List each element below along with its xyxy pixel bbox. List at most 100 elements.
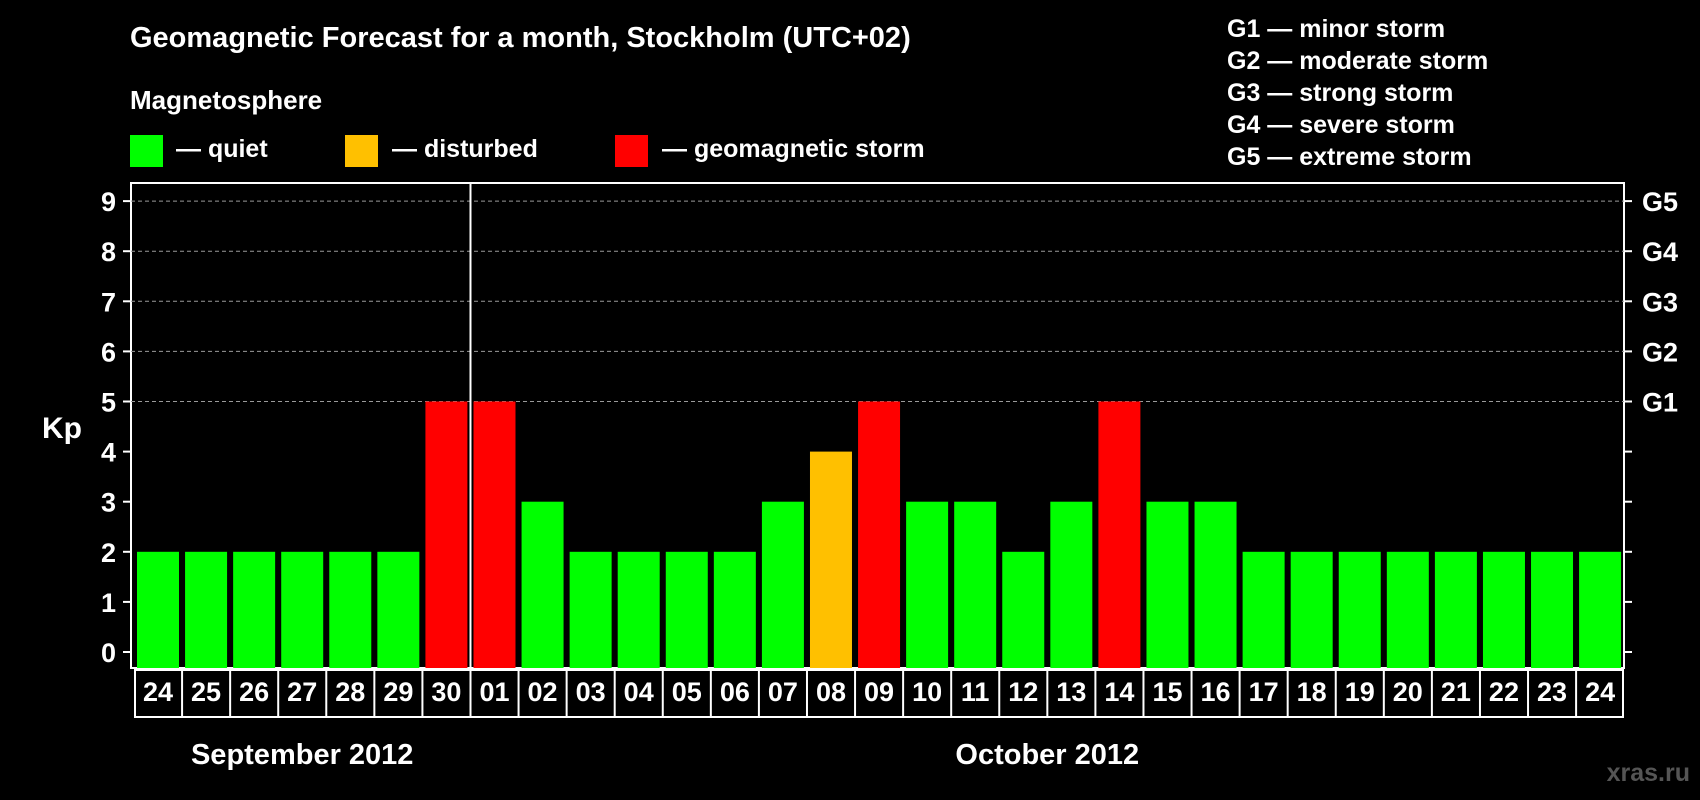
date-label: 12 — [1008, 677, 1038, 707]
watermark: xras.ru — [1607, 759, 1690, 787]
y-axis-label: Kp — [42, 412, 82, 445]
bar-07 — [761, 501, 804, 668]
date-label: 21 — [1441, 677, 1471, 707]
bar-29 — [377, 551, 420, 668]
bar-19 — [1338, 551, 1381, 668]
date-axis-frame — [134, 669, 1624, 718]
bar-21 — [1434, 551, 1477, 668]
month-labels: September 2012 October 2012 — [191, 739, 1139, 771]
y-tick-label: 0 — [101, 638, 116, 668]
y-tick-label: 4 — [101, 438, 116, 468]
storm-level-label: G5 — [1642, 187, 1678, 217]
month-label: September 2012 — [191, 739, 413, 771]
legend-label-disturbed: — disturbed — [392, 135, 538, 163]
y-tick-label: 7 — [101, 287, 116, 317]
date-label: 28 — [335, 677, 365, 707]
date-label: 27 — [287, 677, 317, 707]
y-axis-ticks: 0 1 2 3 4 5 6 7 8 9 — [101, 187, 1632, 668]
date-axis: 24 25 26 27 28 29 30 01 02 03 04 05 06 07 08 09 10 11 12 13… — [134, 669, 1624, 718]
bar-25 — [185, 551, 228, 668]
y-tick-label: 6 — [101, 337, 116, 367]
storm-scale-g4: G4 — severe storm — [1227, 111, 1455, 139]
bar-22 — [1482, 551, 1525, 668]
date-label: 26 — [239, 677, 269, 707]
date-label: 15 — [1152, 677, 1182, 707]
date-label: 02 — [528, 677, 558, 707]
date-label: 01 — [479, 677, 509, 707]
storm-scale-g1: G1 — minor storm — [1227, 15, 1445, 43]
date-label: 08 — [816, 677, 846, 707]
date-label: 24 — [143, 677, 173, 707]
y-tick-label: 8 — [101, 237, 116, 267]
date-label: 05 — [672, 677, 702, 707]
bar-17 — [1242, 551, 1285, 668]
bar-28 — [329, 551, 372, 668]
storm-level-ticks: G1 G2 G3 G4 G5 — [1642, 187, 1678, 417]
bar-04 — [617, 551, 660, 668]
date-label: 20 — [1393, 677, 1423, 707]
y-tick-label: 9 — [101, 187, 116, 217]
date-label: 22 — [1489, 677, 1519, 707]
date-label: 11 — [961, 677, 990, 707]
bar-06 — [713, 551, 756, 668]
date-label: 07 — [768, 677, 798, 707]
chart-title: Geomagnetic Forecast for a month, Stockh… — [130, 22, 911, 54]
date-label: 03 — [576, 677, 606, 707]
bars — [137, 183, 1622, 668]
date-label: 23 — [1537, 677, 1567, 707]
date-label: 10 — [912, 677, 942, 707]
storm-scale-g3: G3 — strong storm — [1227, 79, 1453, 107]
storm-level-label: G4 — [1642, 237, 1678, 267]
legend-label-quiet: — quiet — [176, 135, 268, 163]
storm-scale-legend: G1 — minor storm G2 — moderate storm G3 … — [1227, 15, 1488, 171]
y-tick-label: 5 — [101, 388, 116, 418]
month-label: October 2012 — [955, 739, 1139, 771]
bar-02 — [521, 501, 564, 668]
date-label: 06 — [720, 677, 750, 707]
bar-08 — [809, 451, 852, 668]
y-tick-label: 2 — [101, 538, 116, 568]
legend-swatch-storm — [615, 135, 648, 167]
magnetosphere-legend: — quiet — disturbed — geomagnetic storm — [130, 135, 925, 167]
bar-20 — [1386, 551, 1429, 668]
date-label: 09 — [864, 677, 894, 707]
bar-27 — [281, 551, 324, 668]
gridlines — [131, 200, 1624, 402]
bar-05 — [665, 551, 708, 668]
bar-16 — [1194, 501, 1237, 668]
date-label: 19 — [1345, 677, 1375, 707]
date-label: 14 — [1104, 677, 1134, 707]
bar-10 — [906, 501, 949, 668]
bar-23 — [1531, 551, 1574, 668]
legend-label-storm: — geomagnetic storm — [662, 135, 925, 163]
date-label: 24 — [1585, 677, 1615, 707]
date-label: 30 — [431, 677, 461, 707]
date-label: 13 — [1056, 677, 1086, 707]
date-label: 17 — [1249, 677, 1279, 707]
storm-level-label: G1 — [1642, 388, 1678, 418]
bar-01 — [473, 401, 516, 668]
y-tick-label: 3 — [101, 488, 116, 518]
storm-scale-g2: G2 — moderate storm — [1227, 47, 1488, 75]
bar-03 — [569, 551, 612, 668]
bar-30 — [425, 401, 468, 668]
bar-26 — [233, 551, 276, 668]
bar-11 — [954, 501, 997, 668]
legend-swatch-quiet — [130, 135, 163, 167]
bar-12 — [1002, 551, 1045, 668]
y-tick-label: 1 — [101, 588, 116, 618]
date-label: 04 — [624, 677, 654, 707]
bar-24 — [137, 551, 179, 668]
legend-swatch-disturbed — [345, 135, 378, 167]
storm-level-label: G3 — [1642, 287, 1678, 317]
bar-24 — [1579, 551, 1622, 668]
storm-level-label: G2 — [1642, 337, 1678, 367]
bar-18 — [1290, 551, 1333, 668]
date-label: 16 — [1201, 677, 1231, 707]
storm-scale-g5: G5 — extreme storm — [1227, 143, 1472, 171]
bar-09 — [858, 401, 901, 668]
date-label: 29 — [383, 677, 413, 707]
bar-14 — [1098, 401, 1141, 668]
date-label: 18 — [1297, 677, 1327, 707]
